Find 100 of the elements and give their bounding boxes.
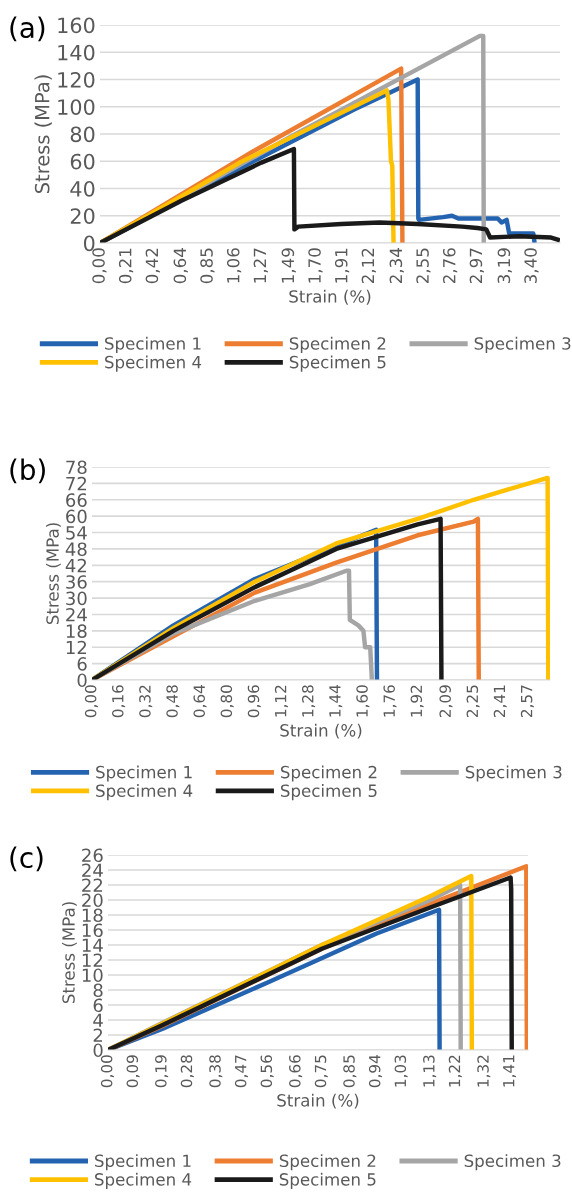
- x-tick-label: 0,64: [193, 685, 207, 718]
- x-tick-label: 2,34: [389, 248, 404, 284]
- line-series: [100, 146, 560, 243]
- x-tick-label: 1,27: [253, 248, 268, 283]
- y-tick-label: 60: [66, 509, 87, 524]
- y-tick-label: 60: [70, 153, 95, 170]
- y-tick-label: 66: [66, 493, 87, 507]
- y-tick-label: 12: [66, 640, 87, 655]
- y-tick-label: 72: [66, 476, 87, 491]
- y-tick-label: 22: [82, 878, 103, 892]
- x-tick-label: 1,70: [308, 248, 323, 283]
- x-tick-label: 1,60: [356, 685, 370, 717]
- x-tick-label: 0,19: [155, 1055, 169, 1088]
- x-tick-label: 2,09: [439, 685, 453, 718]
- x-tick-label: 1,44: [329, 685, 343, 717]
- y-tick-label: 6: [77, 657, 87, 671]
- x-tick-label: 2,97: [469, 248, 484, 284]
- x-tick-label: 2,57: [520, 685, 534, 718]
- legend-label: Specimen 5: [279, 1172, 376, 1189]
- y-tick-label: 16: [82, 923, 103, 938]
- x-tick-label: 1,76: [383, 685, 397, 717]
- x-tick-label: 0,56: [260, 1055, 274, 1088]
- x-tick-label: 0,85: [200, 248, 215, 284]
- legend-label: Specimen 1: [95, 1154, 191, 1171]
- y-tick-label: 10: [82, 968, 103, 983]
- x-tick-label: 0,09: [126, 1055, 140, 1088]
- legend-label: Specimen 2: [280, 765, 377, 782]
- y-tick-label: 8: [93, 983, 103, 998]
- x-tick-label: 0,64: [173, 248, 188, 284]
- legend-label: Specimen 3: [474, 336, 571, 353]
- x-tick-label: 2,76: [442, 248, 458, 284]
- x-tick-label: 0,75: [314, 1055, 328, 1088]
- x-axis-title: Strain (%): [289, 289, 371, 305]
- legend-label: Specimen 5: [280, 784, 377, 801]
- y-axis-title: Stress (MPa): [61, 902, 77, 1004]
- text: (a): [10, 16, 45, 42]
- y-tick-label: 0: [77, 673, 87, 688]
- x-tick-label: 2,41: [493, 685, 507, 718]
- y-tick-label: 48: [65, 542, 87, 557]
- y-tick-label: 54: [66, 526, 87, 540]
- legend-label: Specimen 2: [279, 1154, 376, 1171]
- y-tick-label: 40: [70, 180, 95, 197]
- y-tick-label: 24: [82, 863, 103, 877]
- y-tick-label: 140: [58, 44, 95, 61]
- legend-label: Specimen 3: [465, 765, 562, 782]
- y-tick-label: 78: [66, 460, 87, 475]
- text: (b): [10, 458, 45, 484]
- x-tick-label: 0,66: [289, 1055, 303, 1088]
- x-tick-label: 3,40: [524, 248, 539, 284]
- x-tick-label: 0,48: [166, 685, 180, 718]
- y-axis-title: Stress (MPa): [34, 75, 52, 194]
- y-axis-title: Stress (MPa): [45, 523, 61, 625]
- y-tick-label: 26: [82, 848, 103, 863]
- y-tick-label: 14: [82, 938, 103, 952]
- x-tick-label: 0,38: [209, 1055, 223, 1088]
- legend-label: Specimen 3: [464, 1154, 561, 1171]
- x-tick-label: 1,12: [274, 685, 288, 717]
- y-tick-label: 6: [93, 998, 103, 1013]
- x-tick-label: 1,06: [226, 248, 242, 283]
- text: (c): [10, 846, 43, 872]
- y-tick-label: 24: [66, 607, 87, 622]
- x-tick-label: 1,49: [281, 248, 296, 283]
- x-tick-label: 0,16: [112, 685, 126, 718]
- x-tick-label: 1,92: [410, 685, 424, 717]
- legend-label: Specimen 4: [95, 1172, 192, 1189]
- legend-label: Specimen 4: [105, 355, 202, 372]
- x-tick-label: 1,32: [477, 1055, 491, 1087]
- y-tick-label: 0: [93, 1043, 103, 1058]
- x-tick-label: 2,55: [416, 248, 431, 284]
- y-tick-label: 20: [70, 208, 95, 224]
- x-tick-label: 1,03: [394, 1055, 408, 1087]
- x-tick-label: 1,22: [448, 1055, 462, 1087]
- x-tick-label: 0,21: [118, 248, 134, 284]
- x-tick-label: 0,96: [247, 685, 261, 718]
- x-tick-label: 2,25: [466, 685, 480, 718]
- x-tick-label: 0,32: [139, 685, 153, 718]
- x-tick-label: 2,12: [361, 248, 376, 284]
- legend-label: Specimen 1: [105, 336, 201, 353]
- x-tick-label: 0,00: [84, 685, 98, 718]
- x-tick-label: 0,80: [220, 685, 234, 718]
- y-tick-label: 36: [66, 575, 87, 589]
- y-tick-label: 100: [58, 99, 95, 115]
- x-tick-label: 0,94: [368, 1055, 383, 1088]
- y-tick-label: 160: [58, 17, 95, 34]
- legend-label: Specimen 4: [96, 784, 193, 801]
- legend-label: Specimen 5: [289, 355, 386, 372]
- y-tick-label: 12: [82, 953, 103, 967]
- x-tick-label: 0,47: [234, 1055, 248, 1088]
- y-tick-label: 30: [66, 591, 87, 606]
- x-axis-title: Strain (%): [280, 723, 362, 739]
- legend-label: Specimen 1: [96, 765, 192, 782]
- y-tick-label: 18: [82, 908, 103, 923]
- x-tick-label: 0,28: [180, 1055, 194, 1088]
- x-tick-label: 1,91: [334, 248, 350, 283]
- y-tick-label: 80: [70, 126, 95, 143]
- y-tick-label: 120: [58, 71, 95, 88]
- x-axis-title: Strain (%): [277, 1093, 359, 1109]
- y-tick-label: 20: [82, 893, 103, 908]
- y-tick-label: 4: [93, 1013, 103, 1027]
- x-tick-label: 1,28: [302, 685, 316, 717]
